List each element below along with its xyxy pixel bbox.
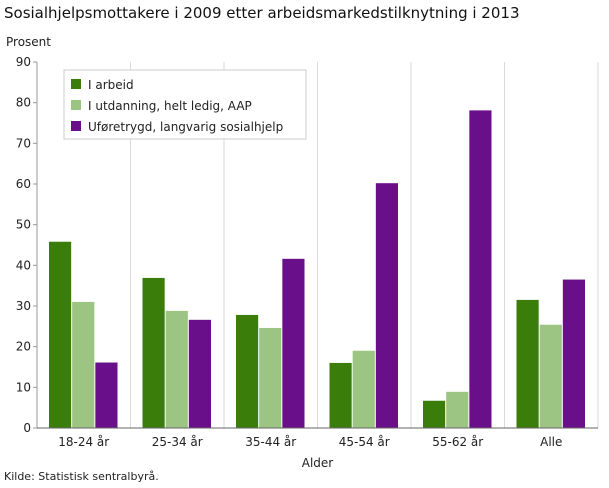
bar-1-1 xyxy=(165,310,188,428)
x-tick-label: 35-44 år xyxy=(245,435,296,449)
legend-label: Uføretrygd, langvarig sosialhjelp xyxy=(88,120,283,134)
y-tick-label: 70 xyxy=(16,136,31,150)
legend-swatch xyxy=(71,79,81,89)
legend-label: I utdanning, helt ledig, AAP xyxy=(88,99,252,113)
bar-5-1 xyxy=(539,324,562,428)
y-tick-label: 40 xyxy=(16,258,31,272)
x-tick-label: 55-62 år xyxy=(432,435,483,449)
bar-1-2 xyxy=(188,319,211,428)
y-tick-label: 30 xyxy=(16,299,31,313)
bar-2-0 xyxy=(236,314,259,428)
bar-2-2 xyxy=(282,258,305,428)
y-tick-label: 90 xyxy=(16,55,31,69)
bar-4-1 xyxy=(446,391,469,428)
y-tick-label: 0 xyxy=(23,421,31,435)
bar-4-2 xyxy=(469,110,492,428)
y-tick-label: 50 xyxy=(16,218,31,232)
source-note: Kilde: Statistisk sentralbyrå. xyxy=(4,470,159,483)
chart-legend: I arbeid I utdanning, helt ledig, AAP Ufør… xyxy=(63,69,307,140)
legend-box xyxy=(63,69,307,140)
bar-4-0 xyxy=(423,400,446,428)
legend-label: I arbeid xyxy=(88,78,134,92)
x-tick-label: 25-34 år xyxy=(152,435,203,449)
bar-0-2 xyxy=(95,362,118,428)
y-tick-label: 10 xyxy=(16,380,31,394)
x-tick-label: 18-24 år xyxy=(58,435,109,449)
x-tick-label: Alle xyxy=(540,435,562,449)
bar-2-1 xyxy=(259,327,282,428)
y-tick-label: 80 xyxy=(16,96,31,110)
y-axis-label: Prosent xyxy=(6,35,51,49)
bar-3-2 xyxy=(375,183,398,428)
legend-swatch xyxy=(71,100,81,110)
bar-3-0 xyxy=(329,362,352,428)
bar-5-2 xyxy=(562,279,585,428)
y-tick-label: 20 xyxy=(16,340,31,354)
x-axis-label: Alder xyxy=(302,456,334,470)
y-tick-label: 60 xyxy=(16,177,31,191)
chart-title: Sosialhjelpsmottakere i 2009 etter arbei… xyxy=(4,4,520,22)
legend-swatch xyxy=(71,121,81,131)
x-tick-label: 45-54 år xyxy=(339,435,390,449)
chart-axes: 0 10 20 30 40 50 60 70 80 90 18-24 år 25-34 år 35-44… xyxy=(16,55,598,449)
bar-0-1 xyxy=(72,301,95,428)
bar-1-0 xyxy=(142,277,165,428)
bar-5-0 xyxy=(516,299,539,428)
bar-0-0 xyxy=(49,241,72,428)
bar-3-1 xyxy=(352,350,375,428)
chart-bars xyxy=(49,110,585,428)
